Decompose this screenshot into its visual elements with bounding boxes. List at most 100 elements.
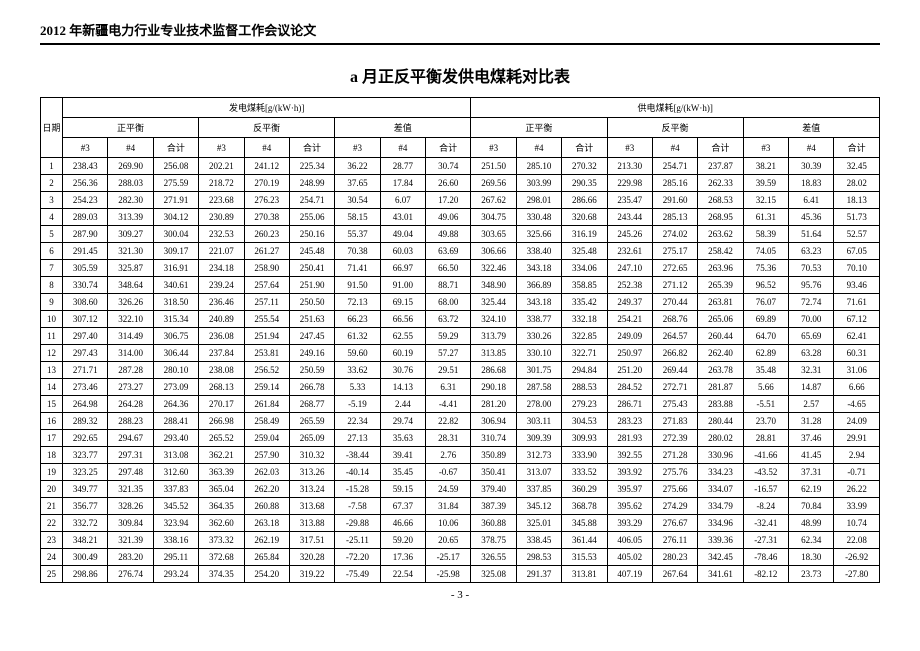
cell-value: 272.39 — [652, 430, 697, 447]
cell-value: 260.88 — [244, 498, 289, 515]
cell-value: 292.65 — [63, 430, 108, 447]
cell-value: 257.11 — [244, 294, 289, 311]
cell-value: 278.00 — [516, 396, 561, 413]
cell-value: 60.31 — [834, 345, 880, 362]
cell-value: 245.26 — [607, 226, 652, 243]
cell-value: 268.77 — [289, 396, 334, 413]
cell-value: 287.28 — [108, 362, 153, 379]
cell-value: 2.44 — [380, 396, 425, 413]
cell-value: 280.02 — [698, 430, 743, 447]
cell-value: 35.63 — [380, 430, 425, 447]
cell-value: 322.85 — [562, 328, 607, 345]
cell-day: 20 — [41, 481, 63, 498]
cell-value: 2.76 — [426, 447, 471, 464]
cell-value: 254.71 — [289, 192, 334, 209]
cell-value: 52.57 — [834, 226, 880, 243]
cell-value: 271.91 — [153, 192, 198, 209]
cell-value: 325.66 — [516, 226, 561, 243]
cell-value: 271.83 — [652, 413, 697, 430]
cell-value: 313.81 — [562, 566, 607, 583]
cell-value: 395.97 — [607, 481, 652, 498]
cell-value: 290.18 — [471, 379, 516, 396]
cell-value: 251.90 — [289, 277, 334, 294]
cell-value: 338.45 — [516, 532, 561, 549]
cell-value: 360.88 — [471, 515, 516, 532]
cell-value: 307.12 — [63, 311, 108, 328]
cell-value: 23.70 — [743, 413, 788, 430]
cell-value: -27.31 — [743, 532, 788, 549]
cell-value: 30.76 — [380, 362, 425, 379]
cell-value: 257.64 — [244, 277, 289, 294]
cell-value: 325.87 — [108, 260, 153, 277]
cell-value: 239.24 — [199, 277, 244, 294]
cell-value: 260.44 — [698, 328, 743, 345]
cell-day: 1 — [41, 158, 63, 175]
cell-value: 289.03 — [63, 209, 108, 226]
cell-value: 265.59 — [289, 413, 334, 430]
cell-value: 95.76 — [789, 277, 834, 294]
cell-value: 345.88 — [562, 515, 607, 532]
cell-value: 310.74 — [471, 430, 516, 447]
cell-value: 71.61 — [834, 294, 880, 311]
cell-value: 24.59 — [426, 481, 471, 498]
cell-value: 30.74 — [426, 158, 471, 175]
cell-value: 339.36 — [698, 532, 743, 549]
cell-value: 66.50 — [426, 260, 471, 277]
cell-value: 297.48 — [108, 464, 153, 481]
cell-value: 262.03 — [244, 464, 289, 481]
table-row: 7305.59325.87316.91234.18258.90250.4171.… — [41, 260, 880, 277]
cell-value: 37.65 — [335, 175, 380, 192]
cell-value: 333.90 — [562, 447, 607, 464]
cell-value: 72.74 — [789, 294, 834, 311]
sub-diff: 差值 — [335, 118, 471, 138]
cell-value: 93.46 — [834, 277, 880, 294]
cell-value: 303.99 — [516, 175, 561, 192]
leaf-col-header: 合计 — [834, 138, 880, 158]
cell-value: 335.42 — [562, 294, 607, 311]
cell-value: 263.96 — [698, 260, 743, 277]
cell-value: 263.81 — [698, 294, 743, 311]
col-day-header: 日期 — [41, 98, 63, 158]
leaf-col-header: #3 — [199, 138, 244, 158]
cell-value: 252.38 — [607, 277, 652, 294]
cell-value: 71.41 — [335, 260, 380, 277]
cell-value: 22.34 — [335, 413, 380, 430]
cell-value: 223.68 — [199, 192, 244, 209]
cell-value: 58.39 — [743, 226, 788, 243]
cell-value: 275.76 — [652, 464, 697, 481]
cell-value: 271.12 — [652, 277, 697, 294]
cell-value: 236.46 — [199, 294, 244, 311]
cell-value: 393.92 — [607, 464, 652, 481]
cell-value: 323.77 — [63, 447, 108, 464]
cell-value: 373.32 — [199, 532, 244, 549]
cell-day: 6 — [41, 243, 63, 260]
cell-value: 322.10 — [108, 311, 153, 328]
cell-value: 61.31 — [743, 209, 788, 226]
cell-value: 313.88 — [289, 515, 334, 532]
leaf-col-header: 合计 — [698, 138, 743, 158]
leaf-col-header: #4 — [516, 138, 561, 158]
cell-value: 59.20 — [380, 532, 425, 549]
cell-value: 285.16 — [652, 175, 697, 192]
cell-value: 258.90 — [244, 260, 289, 277]
cell-value: 272.65 — [652, 260, 697, 277]
cell-value: 286.68 — [471, 362, 516, 379]
cell-value: 250.59 — [289, 362, 334, 379]
cell-value: 326.55 — [471, 549, 516, 566]
cell-value: 22.08 — [834, 532, 880, 549]
cell-value: 270.32 — [562, 158, 607, 175]
cell-value: 269.90 — [108, 158, 153, 175]
table-row: 3254.23282.30271.91223.68276.23254.7130.… — [41, 192, 880, 209]
table-row: 21356.77328.26345.52364.35260.88313.68-7… — [41, 498, 880, 515]
leaf-col-header: #4 — [789, 138, 834, 158]
cell-value: 293.40 — [153, 430, 198, 447]
cell-value: 253.81 — [244, 345, 289, 362]
cell-value: 14.87 — [789, 379, 834, 396]
cell-value: 63.23 — [789, 243, 834, 260]
table-row: 13271.71287.28280.10238.08256.52250.5933… — [41, 362, 880, 379]
cell-value: 33.99 — [834, 498, 880, 515]
table-row: 25298.86276.74293.24374.35254.20319.22-7… — [41, 566, 880, 583]
cell-value: 306.94 — [471, 413, 516, 430]
cell-value: 18.83 — [789, 175, 834, 192]
cell-value: 59.29 — [426, 328, 471, 345]
